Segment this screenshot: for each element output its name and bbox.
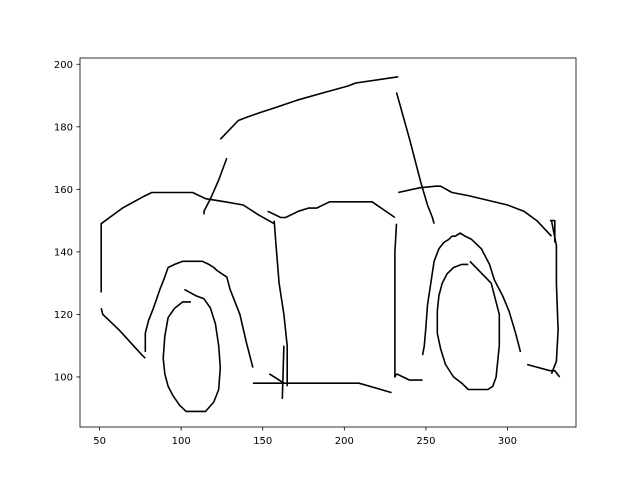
series-line-13 <box>268 373 392 394</box>
x-tick-label: 250 <box>416 436 435 447</box>
series-line-10 <box>273 220 289 387</box>
series-line-19 <box>549 219 556 243</box>
y-tick-label: 160 <box>54 185 73 196</box>
y-tick-label: 120 <box>54 310 73 321</box>
x-tick-label: 200 <box>335 436 354 447</box>
series-line-6 <box>267 201 396 219</box>
series-line-8 <box>394 223 398 378</box>
axes-frame <box>79 57 577 428</box>
y-tick-label: 100 <box>54 372 73 383</box>
series-line-16 <box>421 232 522 356</box>
y-tick-label: 200 <box>54 60 73 71</box>
y-axis: 100 120 140 160 180 200 <box>54 60 80 383</box>
series-line-14 <box>144 260 254 368</box>
series-line-5 <box>100 308 146 359</box>
x-tick-label: 150 <box>253 436 272 447</box>
x-tick-label: 300 <box>498 436 517 447</box>
y-tick-label: 140 <box>54 247 73 258</box>
series-line-11 <box>281 345 285 399</box>
x-tick-label: 50 <box>93 436 106 447</box>
series-line-9 <box>396 373 423 381</box>
series-line-3 <box>395 92 435 224</box>
x-tick-label: 100 <box>172 436 191 447</box>
series-line-15 <box>162 288 222 413</box>
series-line-1 <box>219 76 399 140</box>
series-line-17 <box>436 260 501 391</box>
y-tick-label: 180 <box>54 122 73 133</box>
series-line-2 <box>203 157 228 215</box>
x-axis: 50 100 150 200 250 300 <box>93 427 517 447</box>
series-line-20 <box>526 363 561 378</box>
series-line-4 <box>100 191 275 293</box>
series-group <box>100 76 561 413</box>
series-line-7 <box>398 185 553 237</box>
